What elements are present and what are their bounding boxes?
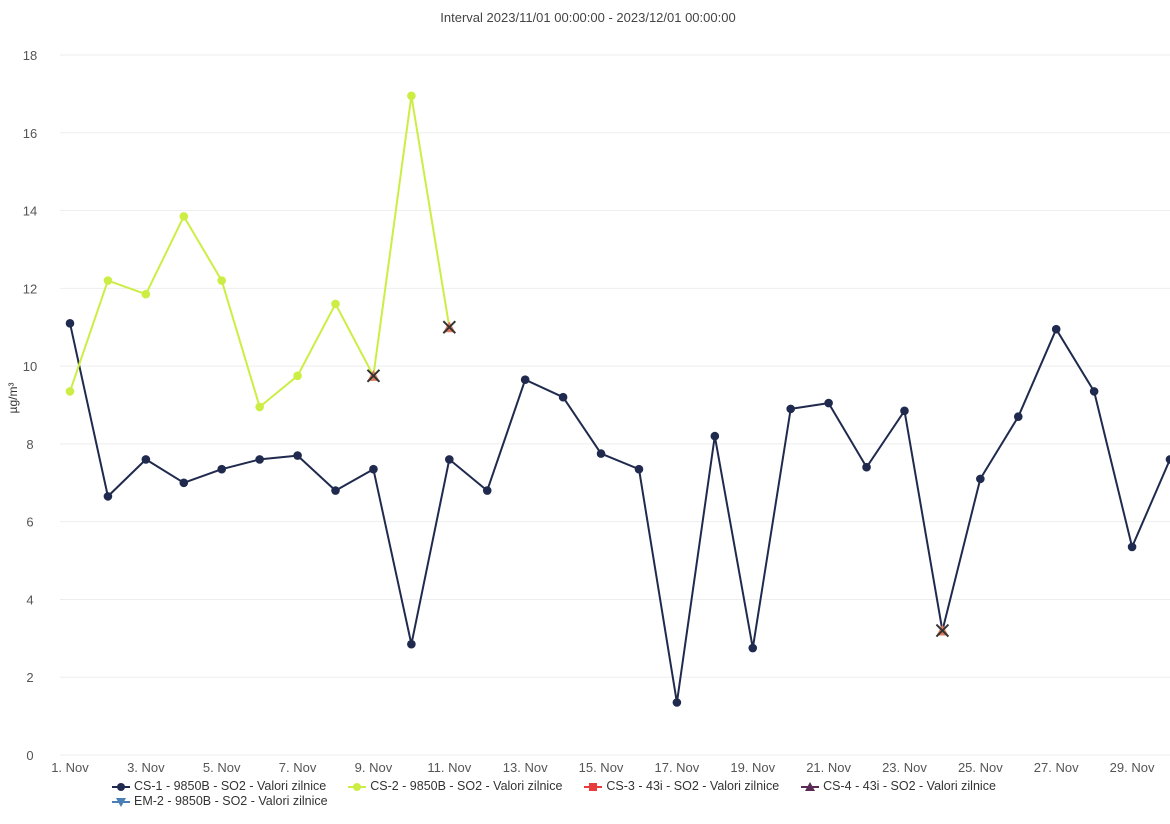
x-tick-label: 21. Nov	[806, 760, 851, 775]
x-tick-label: 11. Nov	[427, 760, 471, 775]
x-tick-label: 3. Nov	[127, 760, 165, 775]
data-point[interactable]	[331, 486, 340, 495]
y-axis-label: µg/m³	[6, 383, 20, 414]
legend-row-2: EM-2 - 9850B - SO2 - Valori zilnice	[112, 794, 1152, 809]
data-point[interactable]	[331, 299, 340, 309]
y-tick-label: 12	[23, 281, 37, 296]
series-line	[69, 323, 1170, 704]
data-point[interactable]	[1089, 387, 1099, 396]
data-point[interactable]	[1051, 324, 1061, 334]
legend-label-cs1: CS-1 - 9850B - SO2 - Valori zilnice	[134, 779, 327, 793]
data-point[interactable]	[293, 451, 302, 460]
data-point[interactable]	[862, 462, 871, 472]
data-point[interactable]	[103, 276, 113, 285]
y-tick-label: 10	[23, 359, 37, 374]
data-point[interactable]	[672, 698, 682, 707]
grid-lines	[60, 54, 1170, 756]
flagged-point[interactable]	[442, 320, 457, 334]
y-tick-label: 4	[26, 592, 33, 607]
x-tick-label: 5. Nov	[203, 760, 241, 775]
data-point[interactable]	[1013, 412, 1023, 421]
data-point[interactable]	[407, 91, 416, 101]
data-point[interactable]	[293, 371, 302, 381]
x-axis-tick-labels: 1. Nov 3. Nov 5. Nov 7. Nov 9. Nov 11. Nov 13.…	[51, 760, 1155, 775]
legend-marker-circle-icon	[348, 782, 367, 791]
y-tick-label: 2	[26, 670, 33, 685]
data-point[interactable]	[255, 402, 264, 412]
y-tick-label: 6	[26, 515, 33, 530]
legend-label-cs2: CS-2 - 9850B - SO2 - Valori zilnice	[370, 779, 563, 793]
data-point[interactable]	[103, 492, 113, 501]
x-tick-label: 15. Nov	[579, 760, 624, 775]
y-tick-label: 0	[26, 748, 33, 763]
data-point[interactable]	[786, 404, 795, 414]
data-point[interactable]	[65, 387, 75, 396]
flag-cross-icon	[442, 320, 457, 334]
x-tick-label: 13. Nov	[503, 760, 548, 775]
y-tick-label: 18	[23, 48, 37, 63]
data-point[interactable]	[1165, 455, 1170, 464]
data-point[interactable]	[634, 464, 644, 474]
data-point[interactable]	[141, 289, 151, 299]
data-point[interactable]	[179, 478, 189, 488]
data-point[interactable]	[445, 455, 454, 464]
legend-row-1: CS-1 - 9850B - SO2 - Valori zilnice CS-2…	[112, 779, 1152, 794]
data-point[interactable]	[217, 276, 227, 285]
data-point[interactable]	[558, 392, 568, 402]
x-tick-label: 27. Nov	[1034, 760, 1079, 775]
data-point[interactable]	[141, 455, 151, 464]
data-point[interactable]	[407, 639, 416, 649]
legend-marker-circle-icon	[112, 782, 130, 791]
legend-marker-triangle-icon	[801, 781, 820, 791]
x-tick-label: 29. Nov	[1110, 760, 1155, 775]
flag-cross-icon	[366, 369, 381, 383]
y-tick-label: 16	[23, 126, 37, 141]
data-point[interactable]	[710, 431, 720, 441]
data-point[interactable]	[65, 319, 75, 328]
flag-cross-icon	[935, 623, 950, 638]
data-point[interactable]	[179, 212, 189, 221]
x-tick-label: 17. Nov	[654, 760, 699, 775]
data-point[interactable]	[520, 375, 530, 385]
data-point[interactable]	[1127, 542, 1137, 552]
y-tick-label: 8	[26, 437, 33, 452]
y-axis-tick-labels: 0 2 4 6 8 10 12 14 16 18	[23, 48, 37, 763]
x-tick-label: 23. Nov	[882, 760, 927, 775]
data-point[interactable]	[482, 486, 492, 495]
legend-marker-triangle-down-icon	[112, 797, 130, 807]
x-tick-label: 7. Nov	[279, 760, 317, 775]
legend-label-cs3: CS-3 - 43i - SO2 - Valori zilnice	[606, 779, 780, 793]
flagged-point[interactable]	[366, 369, 381, 383]
flagged-point[interactable]	[935, 623, 950, 638]
legend-item-cs4[interactable]: CS-4 - 43i - SO2 - Valori zilnice	[801, 779, 996, 794]
legend-item-cs2[interactable]: CS-2 - 9850B - SO2 - Valori zilnice	[348, 779, 562, 794]
x-tick-label: 25. Nov	[958, 760, 1003, 775]
data-point[interactable]	[217, 464, 227, 474]
y-tick-label: 14	[23, 204, 37, 219]
data-point[interactable]	[748, 643, 758, 653]
legend-item-em2[interactable]: EM-2 - 9850B - SO2 - Valori zilnice	[112, 794, 328, 809]
data-point[interactable]	[369, 464, 378, 474]
data-point[interactable]	[976, 474, 985, 484]
data-point[interactable]	[596, 449, 606, 458]
data-point[interactable]	[255, 455, 264, 464]
x-tick-label: 9. Nov	[355, 760, 393, 775]
legend-marker-square-icon	[584, 782, 603, 791]
legend-label-em2: EM-2 - 9850B - SO2 - Valori zilnice	[134, 794, 328, 808]
legend-item-cs3[interactable]: CS-3 - 43i - SO2 - Valori zilnice	[584, 779, 779, 794]
series-layer	[65, 91, 1170, 707]
x-tick-label: 1. Nov	[51, 760, 89, 775]
legend: CS-1 - 9850B - SO2 - Valori zilnice CS-2…	[112, 779, 1152, 809]
series-line	[69, 94, 451, 408]
chart-title: Interval 2023/11/01 00:00:00 - 2023/12/0…	[440, 10, 735, 25]
x-tick-label: 19. Nov	[730, 760, 775, 775]
legend-label-cs4: CS-4 - 43i - SO2 - Valori zilnice	[823, 779, 996, 793]
legend-item-cs1[interactable]: CS-1 - 9850B - SO2 - Valori zilnice	[112, 779, 326, 794]
data-point[interactable]	[900, 406, 909, 416]
data-point[interactable]	[824, 398, 833, 408]
